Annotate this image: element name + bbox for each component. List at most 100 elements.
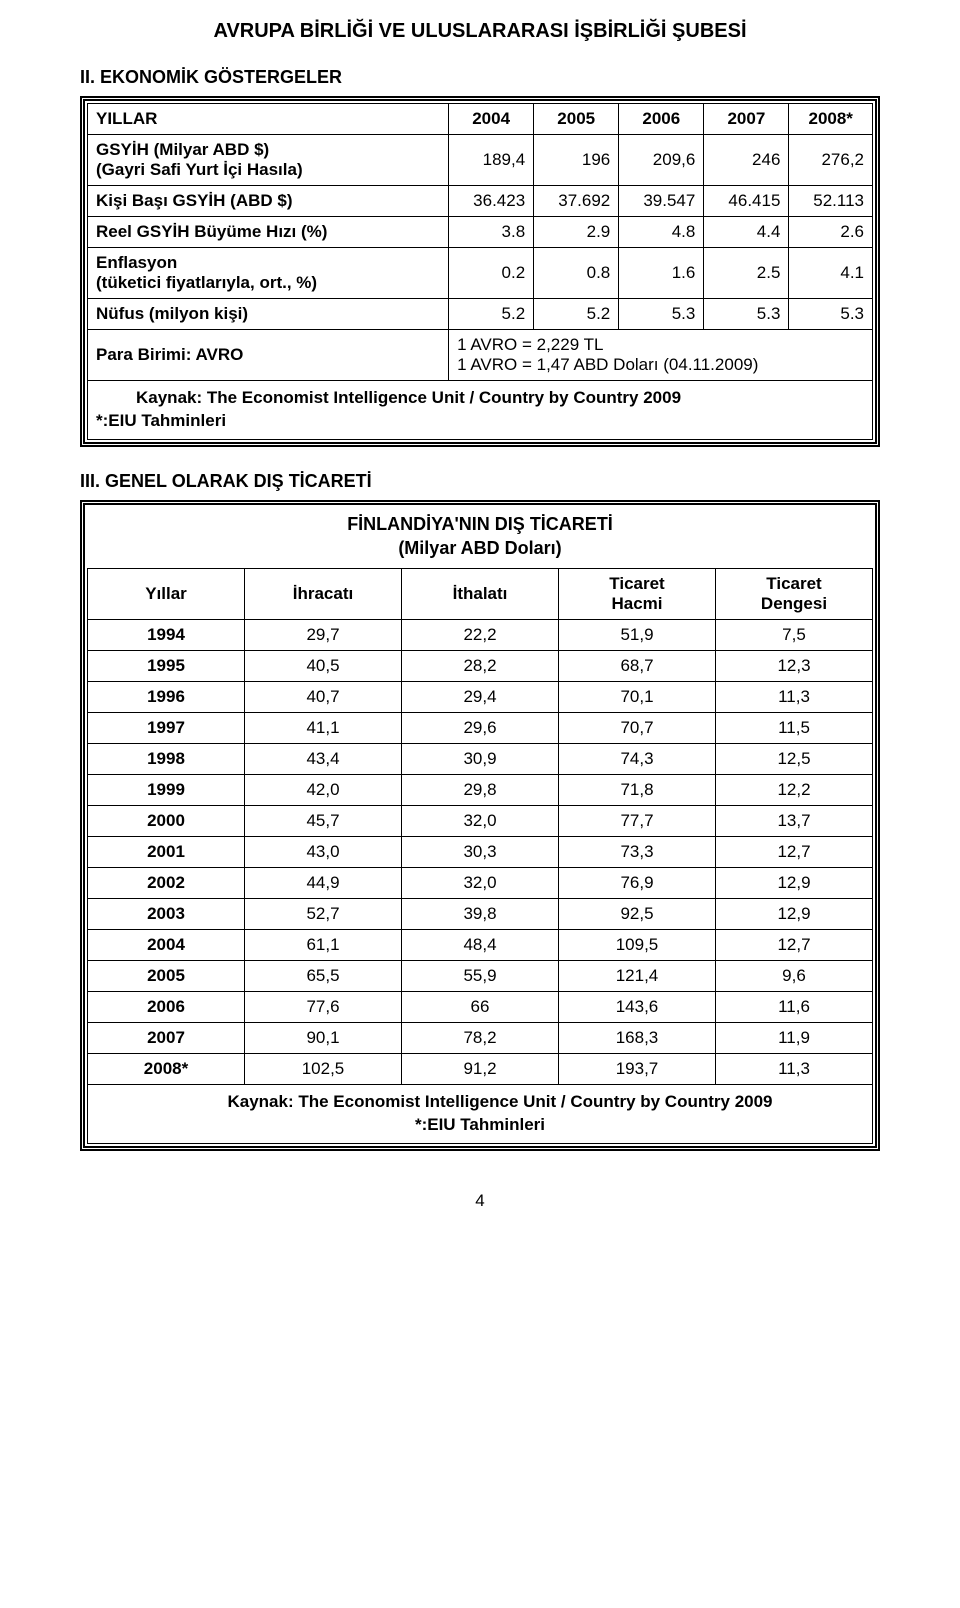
col-volume: Ticaret Hacmi [559,568,716,619]
data-cell: 5.2 [534,299,619,330]
table-row: 200790,178,2168,311,9 [88,1022,873,1053]
data-cell: 48,4 [402,929,559,960]
data-cell: 12,9 [716,867,873,898]
page-header-title: AVRUPA BİRLİĞİ VE ULUSLARARASI İŞBİRLİĞİ… [80,20,880,43]
data-cell: 4.8 [619,217,704,248]
data-cell: 36.423 [449,186,534,217]
data-cell: 55,9 [402,960,559,991]
table-row: 200244,932,076,912,9 [88,867,873,898]
trade-table-wrap: FİNLANDİYA'NIN DIŞ TİCARETİ (Milyar ABD … [80,500,880,1151]
data-cell: 30,9 [402,743,559,774]
data-cell: 77,7 [559,805,716,836]
data-cell: 91,2 [402,1053,559,1084]
data-cell: 30,3 [402,836,559,867]
data-cell: 45,7 [245,805,402,836]
year-cell: 1994 [88,619,245,650]
data-cell: 28,2 [402,650,559,681]
data-cell: 41,1 [245,712,402,743]
currency-label: Para Birimi: AVRO [88,330,449,381]
data-cell: 12,7 [716,836,873,867]
table-row: Nüfus (milyon kişi)5.25.25.35.35.3 [88,299,873,330]
table-row: 199540,528,268,712,3 [88,650,873,681]
data-cell: 46.415 [704,186,789,217]
data-cell: 74,3 [559,743,716,774]
table-row: 199741,129,670,711,5 [88,712,873,743]
currency-text: 1 AVRO = 2,229 TL 1 AVRO = 1,47 ABD Dola… [449,330,873,381]
data-cell: 196 [534,135,619,186]
row-label-cell: Enflasyon (tüketici fiyatlarıyla, ort., … [88,248,449,299]
data-cell: 2.5 [704,248,789,299]
year-col-2005: 2005 [534,104,619,135]
year-cell: 2004 [88,929,245,960]
data-cell: 246 [704,135,789,186]
trade-header-row: Yıllar İhracatı İthalatı Ticaret Hacmi T… [88,568,873,619]
data-cell: 29,7 [245,619,402,650]
data-cell: 32,0 [402,867,559,898]
table2-footnote-row: Kaynak: The Economist Intelligence Unit … [88,1084,873,1143]
year-cell: 2005 [88,960,245,991]
data-cell: 71,8 [559,774,716,805]
table-row: 199429,722,251,97,5 [88,619,873,650]
table-row: 200352,739,892,512,9 [88,898,873,929]
data-cell: 43,4 [245,743,402,774]
data-cell: 70,7 [559,712,716,743]
economic-indicators-table: YILLAR 2004 2005 2006 2007 2008* GSYİH (… [87,103,873,440]
year-cell: 2001 [88,836,245,867]
data-cell: 5.2 [449,299,534,330]
table-row: 199843,430,974,312,5 [88,743,873,774]
year-cell: 2007 [88,1022,245,1053]
data-cell: 102,5 [245,1053,402,1084]
data-cell: 70,1 [559,681,716,712]
data-cell: 29,6 [402,712,559,743]
data-cell: 11,3 [716,1053,873,1084]
data-cell: 61,1 [245,929,402,960]
data-cell: 40,7 [245,681,402,712]
row-label-cell: Nüfus (milyon kişi) [88,299,449,330]
trade-table: Yıllar İhracatı İthalatı Ticaret Hacmi T… [87,568,873,1144]
data-cell: 11,5 [716,712,873,743]
data-cell: 2.9 [534,217,619,248]
data-cell: 73,3 [559,836,716,867]
data-cell: 5.3 [619,299,704,330]
data-cell: 40,5 [245,650,402,681]
year-cell: 2003 [88,898,245,929]
year-cell: 2008* [88,1053,245,1084]
data-cell: 4.4 [704,217,789,248]
table-row: GSYİH (Milyar ABD $) (Gayri Safi Yurt İç… [88,135,873,186]
data-cell: 168,3 [559,1022,716,1053]
row-label-cell: GSYİH (Milyar ABD $) (Gayri Safi Yurt İç… [88,135,449,186]
data-cell: 65,5 [245,960,402,991]
data-cell: 4.1 [789,248,873,299]
data-cell: 189,4 [449,135,534,186]
data-cell: 78,2 [402,1022,559,1053]
table-row: Kişi Başı GSYİH (ABD $)36.42337.69239.54… [88,186,873,217]
col-import: İthalatı [402,568,559,619]
data-cell: 0.8 [534,248,619,299]
data-cell: 13,7 [716,805,873,836]
data-cell: 11,3 [716,681,873,712]
row-label-cell: Reel GSYİH Büyüme Hızı (%) [88,217,449,248]
table-row: 200461,148,4109,512,7 [88,929,873,960]
data-cell: 209,6 [619,135,704,186]
data-cell: 11,9 [716,1022,873,1053]
table-row-years: YILLAR 2004 2005 2006 2007 2008* [88,104,873,135]
page-number: 4 [80,1191,880,1211]
data-cell: 32,0 [402,805,559,836]
table-row: Enflasyon (tüketici fiyatlarıyla, ort., … [88,248,873,299]
currency-row: Para Birimi: AVRO 1 AVRO = 2,229 TL 1 AV… [88,330,873,381]
data-cell: 9,6 [716,960,873,991]
table-row: 199640,729,470,111,3 [88,681,873,712]
data-cell: 12,5 [716,743,873,774]
data-cell: 1.6 [619,248,704,299]
section-3-heading: III. GENEL OLARAK DIŞ TİCARETİ [80,471,880,492]
year-cell: 2006 [88,991,245,1022]
trade-table-title-2: (Milyar ABD Doları) [87,537,873,560]
table-row: 200565,555,9121,49,6 [88,960,873,991]
data-cell: 68,7 [559,650,716,681]
table-row: 199942,029,871,812,2 [88,774,873,805]
table-row: 200143,030,373,312,7 [88,836,873,867]
year-cell: 1996 [88,681,245,712]
data-cell: 12,9 [716,898,873,929]
data-cell: 42,0 [245,774,402,805]
data-cell: 90,1 [245,1022,402,1053]
